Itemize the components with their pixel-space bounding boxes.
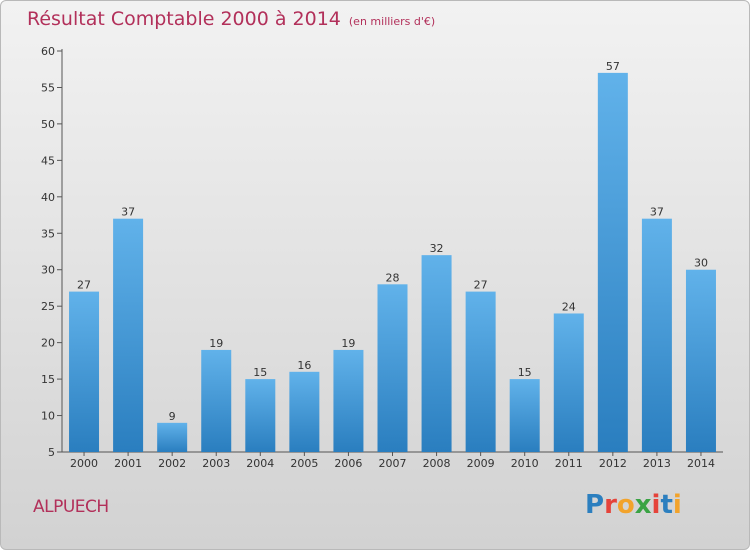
value-label-2009: 27 bbox=[474, 279, 488, 292]
value-label-2006: 19 bbox=[341, 337, 355, 350]
logo-letter: t bbox=[660, 490, 673, 520]
y-tick-label: 45 bbox=[41, 154, 55, 167]
bar-2011 bbox=[553, 313, 584, 452]
value-label-2000: 27 bbox=[77, 279, 91, 292]
value-label-2011: 24 bbox=[562, 300, 576, 313]
logo-letter: r bbox=[604, 490, 617, 520]
x-tick-label-2003: 2003 bbox=[202, 457, 230, 470]
x-tick-label-2001: 2001 bbox=[114, 457, 142, 470]
value-label-2004: 15 bbox=[253, 366, 267, 379]
y-tick-label: 60 bbox=[41, 45, 55, 58]
value-label-2003: 19 bbox=[209, 337, 223, 350]
y-tick-label: 55 bbox=[41, 81, 55, 94]
y-tick-label: 50 bbox=[41, 118, 55, 131]
x-tick-label-2012: 2012 bbox=[599, 457, 627, 470]
city-name: ALPUECH bbox=[33, 497, 109, 517]
y-tick-label: 25 bbox=[41, 300, 55, 313]
bar-2001 bbox=[113, 218, 144, 452]
bar-2009 bbox=[465, 291, 496, 452]
x-tick-label-2008: 2008 bbox=[423, 457, 451, 470]
value-label-2012: 57 bbox=[606, 60, 620, 73]
value-label-2010: 15 bbox=[518, 366, 532, 379]
x-tick-label-2009: 2009 bbox=[467, 457, 495, 470]
y-tick-label: 35 bbox=[41, 227, 55, 240]
value-label-2005: 16 bbox=[297, 359, 311, 372]
x-tick-label-2002: 2002 bbox=[158, 457, 186, 470]
value-label-2008: 32 bbox=[430, 242, 444, 255]
bar-2002 bbox=[157, 422, 188, 452]
bar-2014 bbox=[685, 269, 716, 452]
bar-2003 bbox=[201, 349, 232, 452]
x-tick-label-2006: 2006 bbox=[334, 457, 362, 470]
value-label-2007: 28 bbox=[386, 271, 400, 284]
x-tick-label-2013: 2013 bbox=[643, 457, 671, 470]
chart-title: Résultat Comptable 2000 à 2014 (en millie… bbox=[27, 8, 435, 30]
y-tick-label: 30 bbox=[41, 264, 55, 277]
x-tick-label-2004: 2004 bbox=[246, 457, 274, 470]
logo-letter: o bbox=[616, 490, 635, 520]
bar-2010 bbox=[509, 379, 540, 452]
x-tick-label-2000: 2000 bbox=[70, 457, 98, 470]
logo-letter: P bbox=[585, 490, 605, 520]
logo-letter: i bbox=[672, 490, 682, 520]
x-tick-label-2007: 2007 bbox=[379, 457, 407, 470]
x-tick-label-2005: 2005 bbox=[290, 457, 318, 470]
value-label-2014: 30 bbox=[694, 257, 708, 270]
chart-title-text: Résultat Comptable 2000 à 2014 bbox=[27, 8, 341, 30]
y-tick-label: 10 bbox=[41, 410, 55, 423]
value-label-2013: 37 bbox=[650, 206, 664, 219]
x-tick-label-2011: 2011 bbox=[555, 457, 583, 470]
y-tick-label: 15 bbox=[41, 373, 55, 386]
bar-2008 bbox=[421, 255, 452, 452]
bar-2000 bbox=[69, 291, 100, 452]
logo-letter: i bbox=[651, 490, 661, 520]
bar-2006 bbox=[333, 349, 364, 452]
bar-2005 bbox=[289, 371, 320, 452]
logo-letter: x bbox=[634, 490, 652, 520]
bar-2007 bbox=[377, 284, 408, 452]
chart-subtitle: (en milliers d'€) bbox=[348, 15, 436, 28]
x-tick-label-2014: 2014 bbox=[687, 457, 715, 470]
chart-bars bbox=[69, 72, 716, 452]
chart-labels: 27 2000 37 2001 9 2002 19 2003 15 2004 16 2005 19 200… bbox=[70, 60, 715, 470]
bar-2013 bbox=[641, 218, 672, 452]
y-tick-label: 40 bbox=[41, 191, 55, 204]
value-label-2001: 37 bbox=[121, 206, 135, 219]
proxiti-logo[interactable]: Proxiti bbox=[585, 490, 682, 520]
y-tick-label: 5 bbox=[48, 446, 55, 459]
bar-2004 bbox=[245, 379, 276, 452]
bar-2012 bbox=[597, 72, 628, 452]
y-tick-label: 20 bbox=[41, 337, 55, 350]
x-tick-label-2010: 2010 bbox=[511, 457, 539, 470]
value-label-2002: 9 bbox=[169, 410, 176, 423]
